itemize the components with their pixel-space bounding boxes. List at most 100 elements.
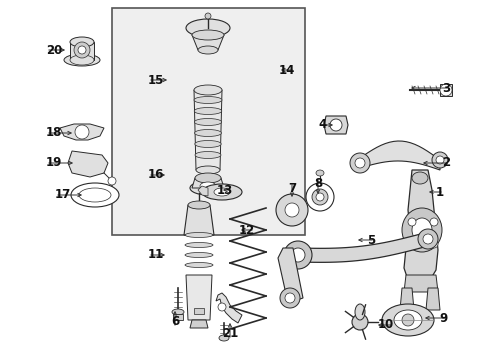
Polygon shape (198, 186, 207, 196)
Ellipse shape (79, 188, 111, 202)
Polygon shape (278, 248, 303, 303)
Ellipse shape (71, 183, 119, 207)
Text: 17: 17 (55, 189, 71, 202)
Ellipse shape (431, 152, 447, 168)
Polygon shape (183, 205, 214, 235)
Ellipse shape (78, 46, 86, 54)
Polygon shape (192, 178, 224, 188)
Ellipse shape (351, 314, 367, 330)
Ellipse shape (219, 335, 228, 341)
Bar (70, 42, 94, 60)
Text: 4: 4 (317, 118, 325, 131)
Text: 20: 20 (46, 44, 62, 57)
Text: 1: 1 (435, 185, 443, 198)
Ellipse shape (70, 55, 94, 65)
Ellipse shape (194, 108, 222, 114)
Text: 5: 5 (366, 234, 374, 247)
Ellipse shape (74, 42, 90, 58)
Ellipse shape (194, 130, 221, 136)
Ellipse shape (411, 172, 427, 184)
Ellipse shape (285, 203, 298, 217)
Ellipse shape (172, 309, 183, 315)
Polygon shape (359, 141, 439, 170)
Ellipse shape (422, 234, 432, 244)
Text: 3: 3 (441, 81, 449, 94)
Text: 21: 21 (222, 327, 238, 340)
Polygon shape (216, 293, 242, 323)
Ellipse shape (429, 218, 437, 226)
Polygon shape (190, 320, 207, 328)
Bar (194, 308, 203, 314)
Ellipse shape (280, 288, 299, 308)
Ellipse shape (184, 252, 213, 257)
Ellipse shape (192, 30, 224, 40)
Ellipse shape (214, 188, 229, 196)
Ellipse shape (315, 170, 324, 176)
Ellipse shape (381, 304, 433, 336)
Bar (173, 314, 183, 320)
Polygon shape (194, 90, 222, 170)
Ellipse shape (195, 173, 221, 183)
Ellipse shape (194, 118, 221, 126)
Bar (112, 8, 305, 235)
Ellipse shape (354, 304, 364, 320)
Ellipse shape (194, 85, 222, 95)
Ellipse shape (407, 240, 415, 248)
Text: 6: 6 (170, 315, 179, 328)
Ellipse shape (194, 96, 222, 104)
Ellipse shape (64, 54, 100, 66)
Ellipse shape (184, 233, 213, 238)
Ellipse shape (200, 182, 216, 190)
Ellipse shape (195, 152, 221, 158)
Ellipse shape (204, 13, 210, 19)
Ellipse shape (190, 181, 225, 195)
Ellipse shape (311, 189, 327, 205)
Ellipse shape (401, 314, 413, 326)
Polygon shape (403, 275, 437, 292)
Text: 12: 12 (238, 224, 254, 237)
Polygon shape (185, 275, 212, 320)
Polygon shape (60, 124, 104, 140)
Ellipse shape (407, 218, 415, 226)
Polygon shape (297, 232, 427, 262)
Ellipse shape (285, 293, 294, 303)
Ellipse shape (70, 37, 94, 47)
Ellipse shape (290, 248, 305, 262)
Text: 8: 8 (313, 177, 322, 190)
Ellipse shape (187, 201, 209, 209)
Ellipse shape (439, 84, 451, 96)
Text: 13: 13 (216, 184, 232, 197)
Text: 14: 14 (278, 63, 294, 77)
Ellipse shape (185, 19, 229, 37)
Polygon shape (403, 170, 437, 288)
Ellipse shape (349, 153, 369, 173)
Ellipse shape (275, 194, 307, 226)
Ellipse shape (329, 119, 341, 131)
Ellipse shape (429, 240, 437, 248)
Ellipse shape (75, 125, 89, 139)
Text: 2: 2 (441, 157, 449, 170)
Text: 18: 18 (46, 126, 62, 139)
Ellipse shape (218, 303, 225, 311)
Polygon shape (425, 288, 439, 310)
Polygon shape (324, 116, 347, 134)
Ellipse shape (315, 193, 324, 201)
Ellipse shape (184, 262, 213, 267)
Text: 16: 16 (148, 168, 164, 181)
Text: 7: 7 (287, 182, 295, 195)
Ellipse shape (393, 310, 421, 330)
Ellipse shape (196, 166, 220, 174)
Polygon shape (68, 151, 108, 177)
Polygon shape (399, 288, 413, 310)
Text: 19: 19 (46, 157, 62, 170)
Polygon shape (439, 84, 451, 96)
Ellipse shape (184, 243, 213, 248)
Ellipse shape (435, 156, 443, 164)
Ellipse shape (305, 183, 333, 211)
Ellipse shape (284, 241, 311, 269)
Polygon shape (192, 35, 224, 50)
Ellipse shape (198, 46, 218, 54)
Text: 11: 11 (148, 248, 164, 261)
Ellipse shape (108, 177, 116, 185)
Ellipse shape (194, 140, 221, 148)
